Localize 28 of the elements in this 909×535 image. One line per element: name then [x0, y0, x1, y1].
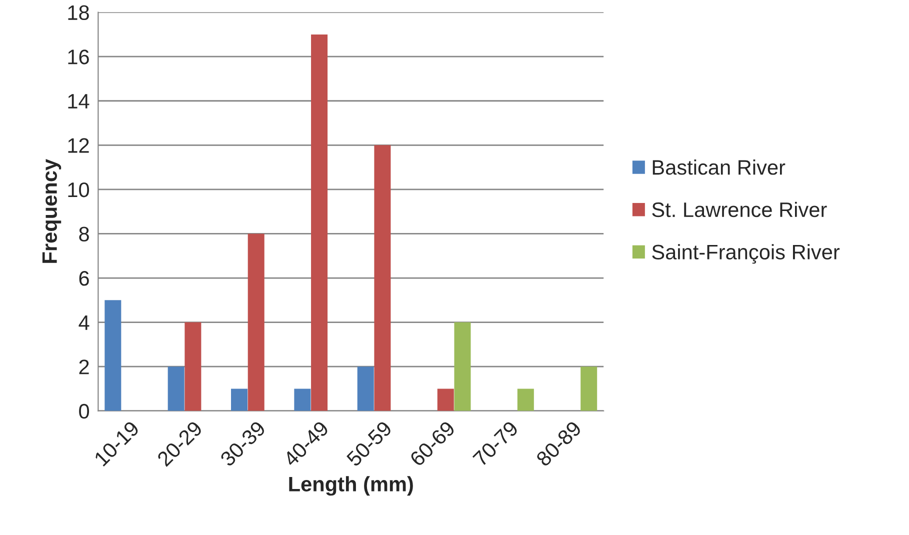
legend-label: Bastican River — [652, 160, 786, 175]
bar — [248, 234, 264, 411]
y-tick-label: 0 — [79, 404, 90, 419]
x-axis-title: Length (mm) — [289, 476, 413, 496]
y-axis-title: Frequency — [42, 159, 62, 263]
y-tick-label: 4 — [78, 316, 90, 330]
y-tick-label: 8 — [79, 226, 89, 242]
bar — [184, 322, 202, 411]
bar — [454, 322, 471, 411]
bar — [374, 145, 391, 411]
y-tick-label: 10 — [68, 182, 90, 198]
y-tick-label: 6 — [79, 271, 89, 286]
y-tick-label: 12 — [68, 138, 89, 153]
y-tick-label: 14 — [68, 94, 90, 108]
bar — [311, 34, 328, 411]
y-tick-label: 18 — [68, 5, 89, 20]
bar — [517, 388, 534, 411]
y-tick-label: 2 — [79, 360, 89, 374]
bar — [580, 366, 598, 411]
bar — [104, 300, 122, 411]
y-tick-label: 16 — [68, 50, 89, 64]
bar — [294, 388, 311, 411]
bar — [437, 388, 454, 411]
legend-label: St. Lawrence River — [652, 202, 827, 218]
bar — [357, 366, 374, 411]
bar — [168, 366, 184, 411]
legend-label: Saint-François River — [652, 244, 840, 264]
bar — [231, 388, 248, 411]
